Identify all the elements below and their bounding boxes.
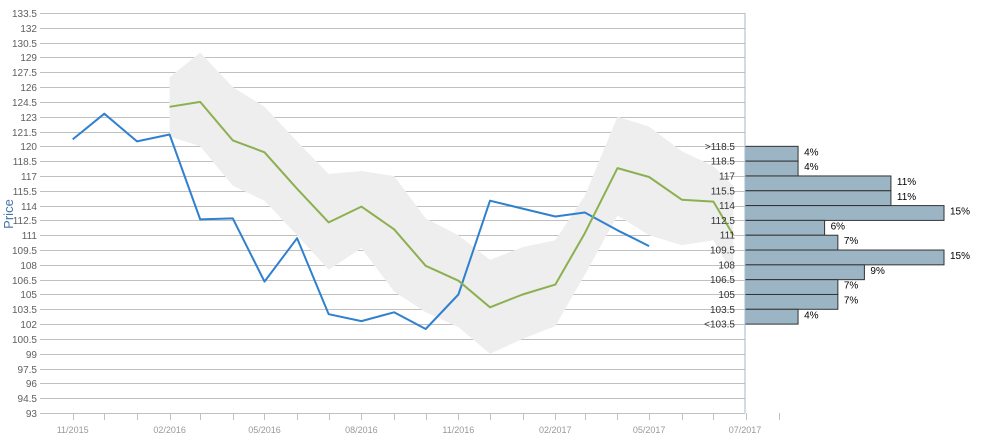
- histogram-bar: [744, 308, 799, 325]
- histogram-percent-label: 4%: [804, 310, 819, 321]
- histogram-percent-label: 15%: [950, 251, 970, 262]
- y-tick-label: 97.5: [18, 365, 38, 376]
- histogram-layer: 4% >118.5 4% 118.5 11% 117 11% 115.5 15% 114 6% 112…: [704, 142, 970, 331]
- y-tick-label: 117: [21, 172, 37, 183]
- histogram-percent-label: 9%: [870, 266, 885, 277]
- x-tick-label: 05/2017: [633, 425, 666, 435]
- x-tick-label: 05/2016: [248, 425, 281, 435]
- histogram-bin-label: 108: [718, 260, 735, 271]
- histogram-bin-label: >118.5: [705, 142, 736, 153]
- y-tick-label: 109.5: [12, 246, 37, 257]
- histogram-bar: [744, 190, 892, 207]
- y-tick-label: 114: [21, 202, 37, 213]
- x-tick-label: 07/2017: [729, 425, 762, 435]
- histogram-bin-label: 106.5: [710, 275, 735, 286]
- histogram-percent-label: 4%: [804, 162, 819, 173]
- histogram-bin-label: <103.5: [704, 320, 735, 331]
- histogram-percent-label: 7%: [844, 295, 859, 306]
- histogram-bin-label: 118.5: [711, 157, 736, 168]
- histogram-bar: [744, 234, 839, 251]
- histogram-bar: [744, 249, 945, 266]
- y-tick-label: 100.5: [12, 335, 37, 346]
- x-tick-label: 11/2015: [57, 425, 89, 435]
- histogram-percent-label: 7%: [844, 236, 859, 247]
- histogram-bin-label: 112.5: [711, 216, 736, 227]
- histogram-bar: [744, 279, 839, 295]
- y-tick-label: 93: [26, 409, 38, 420]
- histogram-bar: [744, 264, 865, 281]
- y-tick-label: 106.5: [12, 276, 37, 287]
- histogram-bar: [744, 145, 799, 162]
- y-tick-label: 121.5: [12, 128, 37, 139]
- y-tick-label: 127.5: [12, 68, 37, 79]
- x-tick-label: 11/2016: [442, 425, 474, 435]
- y-tick-label: 99: [26, 350, 38, 361]
- y-tick-label: 124.5: [12, 98, 37, 109]
- histogram-percent-label: 7%: [844, 281, 859, 292]
- histogram-bar: [744, 160, 799, 177]
- y-axis-title: Price: [1, 199, 16, 229]
- histogram-bin-label: 105: [718, 290, 735, 301]
- axis-layer: 93 94.5 96 97.5 99 100.5 102 103.5 105 106.5 108 10…: [12, 9, 780, 435]
- y-tick-label: 111: [22, 231, 38, 242]
- histogram-percent-label: 11%: [897, 192, 916, 203]
- y-tick-label: 118.5: [13, 157, 38, 168]
- histogram-percent-label: 11%: [897, 177, 916, 188]
- histogram-bin-label: 109.5: [710, 246, 735, 257]
- histogram-bar: [744, 293, 839, 310]
- y-tick-label: 126: [20, 83, 37, 94]
- label-layer: Price: [1, 199, 16, 229]
- histogram-bar: [744, 175, 892, 192]
- y-tick-label: 132: [20, 24, 37, 35]
- y-tick-label: 94.5: [18, 394, 38, 405]
- histogram-bin-label: 111: [720, 231, 736, 242]
- y-tick-label: 115.5: [13, 187, 38, 198]
- histogram-bin-label: 103.5: [710, 305, 735, 316]
- forecast-band: [169, 52, 734, 354]
- x-tick-label: 08/2016: [345, 425, 378, 435]
- histogram-bin-label: 115.5: [711, 186, 736, 197]
- y-tick-label: 112.5: [13, 216, 38, 227]
- y-tick-label: 120: [20, 142, 37, 153]
- y-tick-label: 96: [26, 379, 38, 390]
- y-tick-label: 105: [20, 290, 37, 301]
- y-tick-label: 130.5: [12, 39, 37, 50]
- history-series-line: [72, 112, 650, 330]
- y-tick-label: 108: [20, 261, 37, 272]
- forecast-series-line: [169, 100, 735, 309]
- y-tick-label: 129: [20, 53, 37, 64]
- histogram-percent-label: 15%: [950, 207, 970, 218]
- y-tick-label: 102: [20, 320, 37, 331]
- histogram-percent-label: 4%: [804, 147, 819, 158]
- histogram-bin-label: 117: [719, 171, 735, 182]
- x-tick-label: 02/2016: [153, 425, 186, 435]
- x-tick-label: 02/2017: [539, 425, 572, 435]
- y-tick-label: 133.5: [12, 9, 37, 20]
- y-tick-label: 103.5: [12, 305, 37, 316]
- histogram-bar: [744, 219, 826, 236]
- band-layer: [169, 52, 734, 354]
- histogram-bin-label: 114: [719, 201, 735, 212]
- histogram-percent-label: 6%: [831, 221, 846, 232]
- series-layer: [72, 100, 735, 330]
- histogram-bar: [744, 205, 945, 221]
- y-tick-label: 123: [20, 113, 37, 124]
